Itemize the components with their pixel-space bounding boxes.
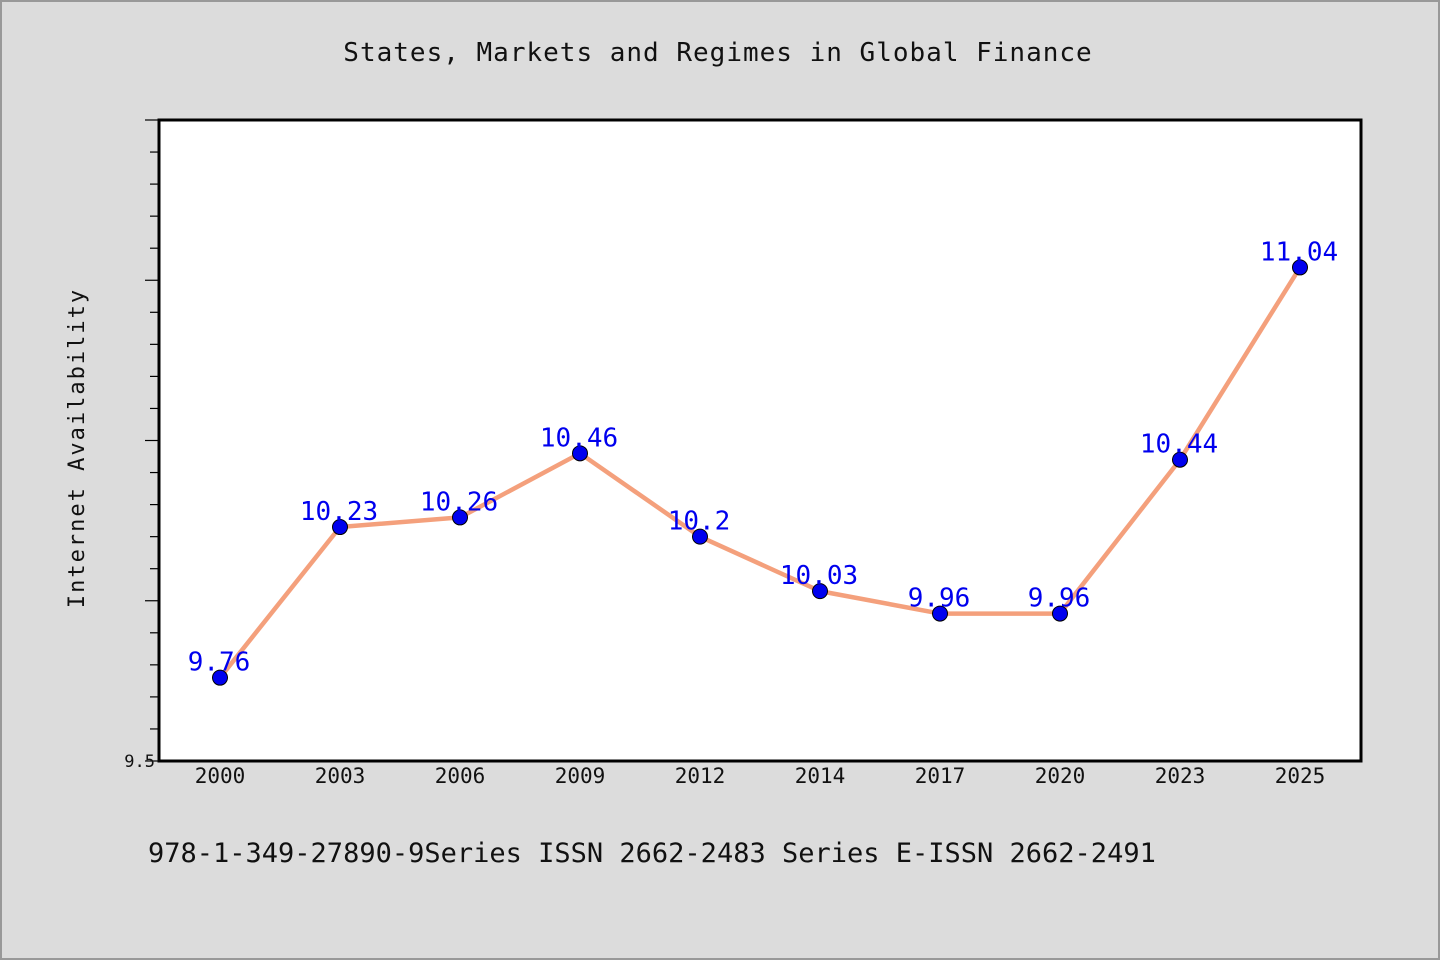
data-label: 10.23 bbox=[300, 497, 378, 527]
data-point-marker bbox=[212, 669, 228, 686]
x-tick-label: 2006 bbox=[435, 764, 486, 788]
data-label: 11.04 bbox=[1260, 237, 1338, 267]
y-tick-label: 9.5 bbox=[124, 752, 155, 772]
data-label: 10.46 bbox=[540, 423, 618, 453]
x-tick-label: 2014 bbox=[795, 764, 846, 788]
series-line bbox=[217, 265, 1303, 680]
x-tick-label: 2023 bbox=[1155, 764, 1206, 788]
x-tick-label: 2003 bbox=[315, 764, 366, 788]
data-point-marker bbox=[692, 528, 708, 545]
x-axis-tick-labels: 2000 2003 2006 2009 2012 2014 2017 2020 2023 2025 bbox=[195, 764, 1326, 788]
footer-isbn-issn: 978-1-349-27890-9Series ISSN 2662-2483 S… bbox=[148, 838, 1156, 869]
data-point-marker bbox=[1292, 259, 1308, 276]
series-layer bbox=[212, 259, 1308, 686]
data-labels-layer: 9.76 10.23 10.26 10.46 10.2 10.03 9.96 9.96 10.4… bbox=[188, 237, 1338, 677]
data-label: 10.44 bbox=[1140, 430, 1218, 460]
data-point-marker bbox=[812, 583, 828, 600]
y-axis-label: Internet Availability bbox=[65, 288, 90, 608]
x-tick-label: 2012 bbox=[675, 764, 726, 788]
data-point-marker bbox=[1172, 451, 1188, 468]
data-label: 10.2 bbox=[668, 507, 731, 537]
x-tick-label: 2020 bbox=[1035, 764, 1086, 788]
x-tick-label: 2017 bbox=[915, 764, 966, 788]
y-axis-ticks: 9.5 bbox=[124, 119, 159, 772]
x-tick-label: 2009 bbox=[555, 764, 606, 788]
data-point-marker bbox=[452, 509, 468, 526]
x-tick-label: 2025 bbox=[1275, 764, 1326, 788]
data-point-marker bbox=[572, 445, 588, 462]
data-label: 9.76 bbox=[188, 648, 251, 678]
data-label: 9.96 bbox=[1028, 584, 1091, 614]
data-point-marker bbox=[932, 605, 948, 622]
data-label: 10.03 bbox=[780, 561, 858, 591]
plot-area bbox=[157, 118, 1363, 763]
data-point-marker bbox=[1052, 605, 1068, 622]
chart-title: States, Markets and Regimes in Global Fi… bbox=[343, 38, 1092, 68]
data-label: 9.96 bbox=[908, 584, 971, 614]
x-tick-label: 2000 bbox=[195, 764, 246, 788]
data-point-marker bbox=[332, 519, 348, 536]
data-label: 10.26 bbox=[420, 487, 498, 517]
